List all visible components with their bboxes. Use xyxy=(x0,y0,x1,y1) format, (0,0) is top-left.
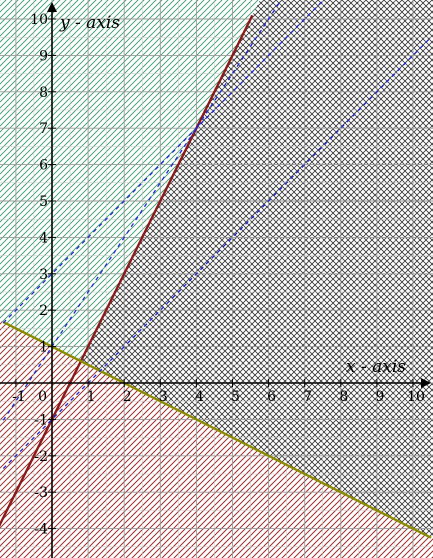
y-tick-label: 7 xyxy=(39,121,48,137)
x-tick-label: 9 xyxy=(375,389,384,405)
boundary-line-5 xyxy=(2,36,432,469)
x-tick-label: 6 xyxy=(267,389,276,405)
region-below-olive-line xyxy=(0,320,433,558)
y-tick-label: 2 xyxy=(39,303,48,319)
y-tick-label: 9 xyxy=(39,48,48,64)
x-tick-label: 7 xyxy=(303,389,312,405)
x-tick-label: 8 xyxy=(339,389,348,405)
y-tick-label: -3 xyxy=(34,485,48,501)
x-tick-label: 1 xyxy=(87,389,96,405)
x-tick-label: 3 xyxy=(159,389,168,405)
x-tick-label: 5 xyxy=(231,389,240,405)
boundary-line-1 xyxy=(0,14,254,527)
y-axis-arrow xyxy=(47,2,57,12)
y-tick-label: 3 xyxy=(39,267,48,283)
x-tick-label: 0 xyxy=(38,389,47,405)
x-tick-label: 2 xyxy=(123,389,132,405)
y-tick-label: 1 xyxy=(39,340,48,356)
boundary-line-3 xyxy=(2,0,282,421)
y-tick-label: 4 xyxy=(39,230,48,246)
x-tick-label: -1 xyxy=(12,389,26,405)
x-tick-label: 4 xyxy=(195,389,204,405)
x-axis-arrow xyxy=(421,378,431,388)
region-above-both-lines xyxy=(0,0,260,362)
y-tick-label: -1 xyxy=(34,412,48,428)
y-tick-label: -2 xyxy=(34,449,48,465)
y-axis-label: y - axis xyxy=(59,13,120,33)
y-tick-label: 8 xyxy=(39,85,48,101)
y-tick-label: 5 xyxy=(39,194,48,210)
boundary-line-2 xyxy=(2,320,432,539)
y-tick-label: 6 xyxy=(39,158,48,174)
x-axis-label: x - axis xyxy=(346,357,406,377)
y-tick-label: -4 xyxy=(34,522,48,538)
y-tick-label: 10 xyxy=(30,12,48,28)
x-tick-label: 10 xyxy=(407,389,425,405)
tick-labels: -1 0 1 2 3 4 5 6 7 8 9 10 -4 -3 -2 -1 1 2 3 4 5 6 7 8 9 10 xyxy=(12,12,425,538)
